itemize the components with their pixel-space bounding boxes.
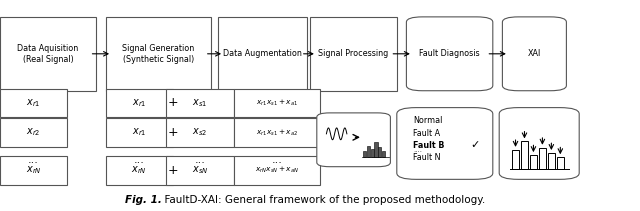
Text: Data Augmentation: Data Augmentation bbox=[223, 49, 302, 58]
FancyBboxPatch shape bbox=[499, 108, 579, 179]
Text: ...: ... bbox=[134, 155, 145, 165]
Text: Fault Diagnosis: Fault Diagnosis bbox=[419, 49, 480, 58]
Text: ....: .... bbox=[413, 147, 422, 153]
Text: +: + bbox=[168, 164, 178, 177]
Text: ...: ... bbox=[195, 155, 205, 165]
Bar bbox=[512, 150, 519, 169]
Text: $x_{r1}$: $x_{r1}$ bbox=[132, 97, 147, 109]
Text: Fig. 1.: Fig. 1. bbox=[125, 195, 162, 205]
Text: $x_{rN}$: $x_{rN}$ bbox=[131, 165, 147, 176]
FancyBboxPatch shape bbox=[166, 89, 234, 117]
Text: $x_{sN}$: $x_{sN}$ bbox=[192, 165, 208, 176]
Bar bbox=[367, 146, 370, 157]
Bar bbox=[548, 153, 555, 169]
Text: $x_{s1}$: $x_{s1}$ bbox=[193, 97, 207, 109]
Text: $x_{r1}x_{s1}+x_{a2}$: $x_{r1}x_{s1}+x_{a2}$ bbox=[256, 127, 298, 138]
Bar bbox=[557, 157, 564, 169]
FancyBboxPatch shape bbox=[0, 156, 67, 185]
FancyBboxPatch shape bbox=[234, 118, 320, 147]
Bar bbox=[539, 148, 546, 169]
FancyBboxPatch shape bbox=[0, 17, 96, 91]
Text: Normal: Normal bbox=[413, 116, 442, 125]
Bar bbox=[378, 147, 381, 157]
Text: Signal Generation
(Synthetic Signal): Signal Generation (Synthetic Signal) bbox=[122, 44, 195, 64]
Text: $x_{r1}x_{s1}+x_{a1}$: $x_{r1}x_{s1}+x_{a1}$ bbox=[256, 98, 298, 108]
FancyBboxPatch shape bbox=[106, 89, 173, 117]
Text: Fault N: Fault N bbox=[413, 153, 440, 162]
Bar bbox=[530, 155, 537, 169]
Text: Fig. 1.  FaultD-XAI: General framework of the proposed methodology.: Fig. 1. FaultD-XAI: General framework of… bbox=[141, 195, 499, 205]
Text: $x_{rN}$: $x_{rN}$ bbox=[26, 165, 42, 176]
Text: Data Aquisition
(Real Signal): Data Aquisition (Real Signal) bbox=[17, 44, 79, 64]
Text: +: + bbox=[168, 96, 178, 109]
Text: ...: ... bbox=[28, 155, 39, 165]
FancyBboxPatch shape bbox=[0, 89, 67, 117]
FancyBboxPatch shape bbox=[317, 113, 390, 167]
Bar bbox=[521, 141, 528, 169]
Text: $x_{rN}x_{sN}+x_{aN}$: $x_{rN}x_{sN}+x_{aN}$ bbox=[255, 165, 299, 176]
FancyBboxPatch shape bbox=[106, 156, 173, 185]
FancyBboxPatch shape bbox=[106, 17, 211, 91]
Text: Signal Processing: Signal Processing bbox=[319, 49, 388, 58]
Text: $x_{r1}$: $x_{r1}$ bbox=[132, 127, 147, 138]
Text: XAI: XAI bbox=[528, 49, 541, 58]
Bar bbox=[371, 149, 374, 157]
Text: $x_{r1}$: $x_{r1}$ bbox=[26, 97, 41, 109]
FancyBboxPatch shape bbox=[397, 108, 493, 179]
FancyBboxPatch shape bbox=[406, 17, 493, 91]
FancyBboxPatch shape bbox=[502, 17, 566, 91]
Text: $x_{r2}$: $x_{r2}$ bbox=[26, 127, 41, 138]
FancyBboxPatch shape bbox=[166, 156, 234, 185]
Text: Fault B: Fault B bbox=[413, 141, 444, 150]
FancyBboxPatch shape bbox=[218, 17, 307, 91]
FancyBboxPatch shape bbox=[166, 118, 234, 147]
Text: $x_{s2}$: $x_{s2}$ bbox=[193, 127, 207, 138]
FancyBboxPatch shape bbox=[234, 156, 320, 185]
FancyBboxPatch shape bbox=[106, 118, 173, 147]
Bar bbox=[382, 151, 385, 157]
Bar bbox=[363, 151, 366, 157]
FancyBboxPatch shape bbox=[0, 118, 67, 147]
Text: ✓: ✓ bbox=[470, 140, 480, 150]
FancyBboxPatch shape bbox=[234, 89, 320, 117]
FancyBboxPatch shape bbox=[310, 17, 397, 91]
Text: FaultD-XAI: General framework of the proposed methodology.: FaultD-XAI: General framework of the pro… bbox=[158, 195, 485, 205]
Text: ...: ... bbox=[271, 155, 282, 165]
Text: Fault A: Fault A bbox=[413, 128, 440, 138]
Bar bbox=[374, 142, 378, 157]
Text: +: + bbox=[168, 126, 178, 139]
